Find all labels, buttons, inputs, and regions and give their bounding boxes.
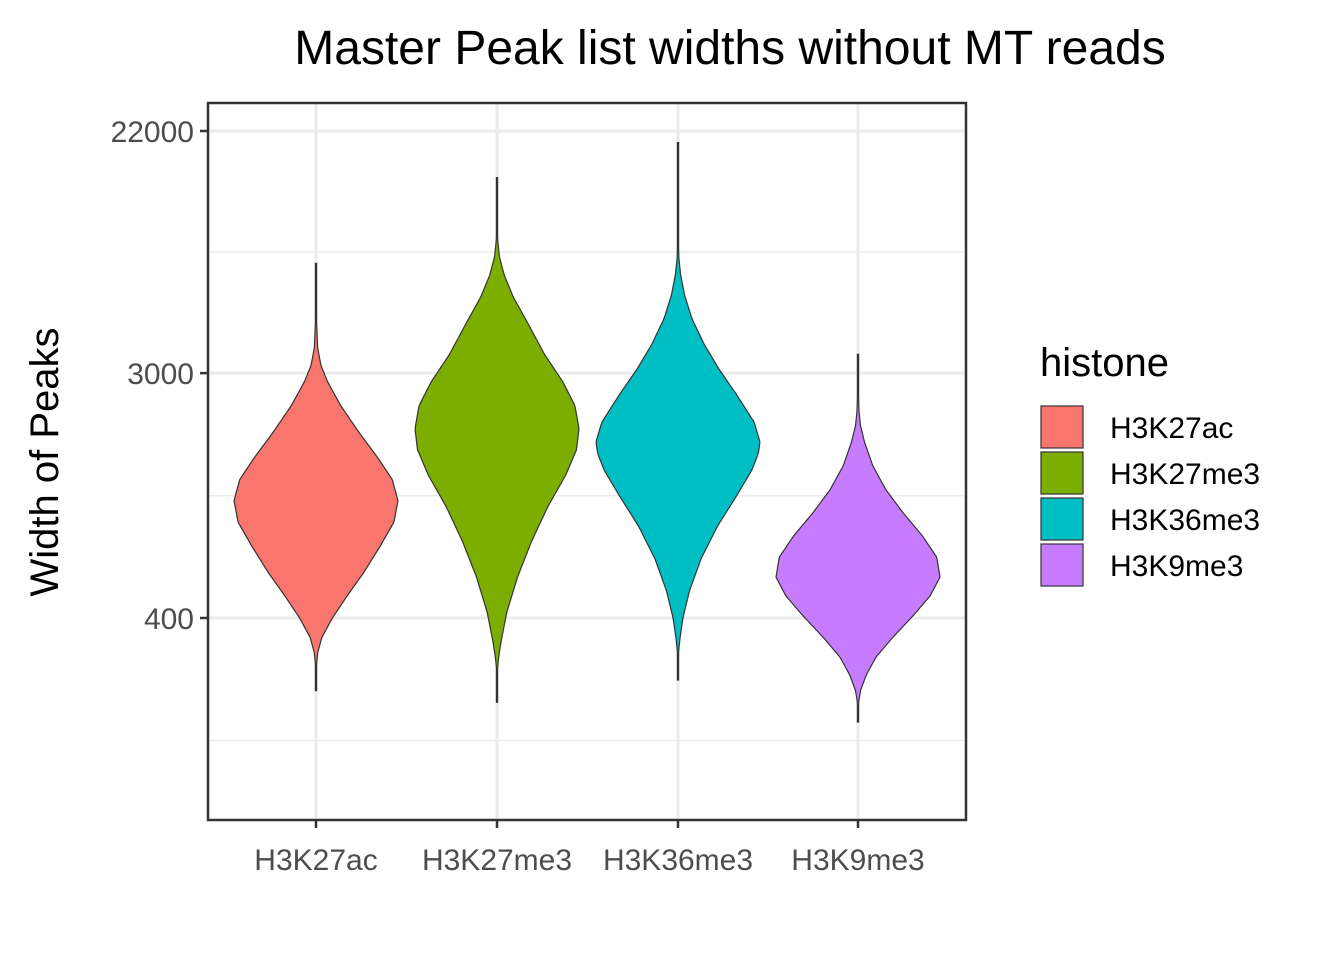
x-tick-label: H3K36me3 — [603, 844, 753, 877]
x-tick-label: H3K27me3 — [422, 844, 572, 877]
y-axis: 400 3000 22000 — [111, 116, 208, 636]
violin-h3k27me3 — [414, 176, 580, 703]
legend-key-h3k27me3 — [1040, 451, 1084, 495]
y-tick-label: 400 — [144, 603, 194, 636]
violin-h3k27ac — [233, 262, 399, 692]
chart-title: Master Peak list widths without MT reads — [294, 22, 1165, 75]
violin-h3k36me3 — [595, 141, 761, 681]
legend: histone H3K27ac H3K27me3 H3K36me3 H3K9me3 — [1040, 341, 1260, 587]
panel-border — [206, 101, 968, 822]
x-axis: H3K27ac H3K27me3 H3K36me3 H3K9me3 — [254, 820, 925, 877]
y-axis-label: Width of Peaks — [23, 327, 67, 596]
legend-key-h3k9me3 — [1040, 543, 1084, 587]
y-tick-label: 22000 — [111, 116, 194, 149]
legend-key-h3k27ac — [1040, 405, 1084, 449]
legend-label-h3k36me3: H3K36me3 — [1110, 504, 1260, 537]
legend-label-h3k27me3: H3K27me3 — [1110, 458, 1260, 491]
x-tick-label: H3K9me3 — [791, 844, 924, 877]
legend-key-h3k36me3 — [1040, 497, 1084, 541]
legend-label-h3k27ac: H3K27ac — [1110, 412, 1233, 445]
legend-label-h3k9me3: H3K9me3 — [1110, 550, 1243, 583]
plot-panel — [206, 101, 968, 822]
violin-h3k9me3 — [775, 353, 941, 723]
x-tick-label: H3K27ac — [254, 844, 377, 877]
legend-title: histone — [1040, 341, 1169, 385]
y-tick-label: 3000 — [127, 358, 194, 391]
